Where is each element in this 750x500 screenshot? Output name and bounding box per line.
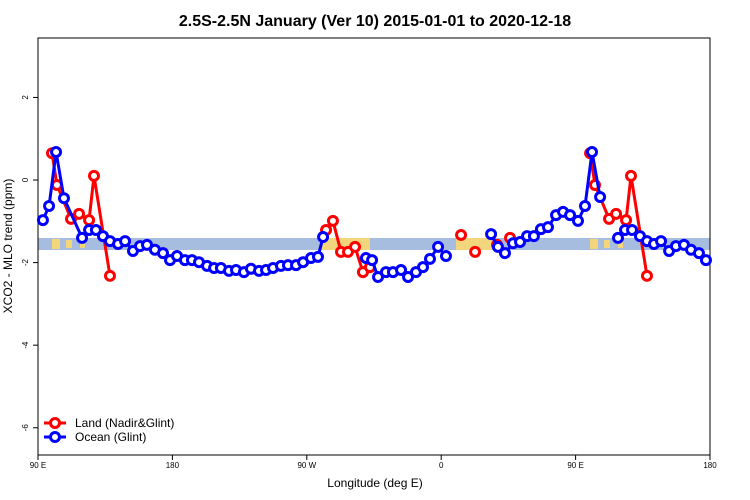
point [439,249,452,262]
point [76,231,89,244]
y-tick-label: 2 [21,95,30,100]
point [156,247,169,260]
legend-label: Ocean (Glint) [75,430,146,444]
legend-marker [49,431,61,443]
point [491,240,504,253]
point [424,252,436,265]
point [455,228,468,241]
x-tick-label: 90 E [30,461,46,470]
point [692,247,705,260]
point [317,231,330,244]
point [36,214,49,227]
point [432,240,445,253]
x-tick-label: 90 E [567,461,583,470]
point [625,169,638,182]
y-tick-label: -4 [21,341,30,349]
legend-marker [49,417,61,429]
point [612,231,625,244]
point [103,269,116,282]
plot-frame [37,37,711,456]
point [626,223,639,236]
point [83,214,96,227]
chart-title: 2.5S-2.5N January (Ver 10) 2015-01-01 to… [179,13,571,30]
y-tick-label: -6 [21,424,30,432]
point [564,209,577,222]
y-tick-label: -2 [21,259,30,267]
x-tick-label: 90 W [297,461,316,470]
point [366,254,379,267]
point [416,261,429,274]
y-tick-label: 0 [21,177,30,182]
point [485,228,498,241]
point [57,192,70,205]
point [579,200,592,213]
point [527,230,540,243]
point [50,145,63,158]
x-tick-label: 0 [439,461,444,470]
x-axis-label: Longitude (deg E) [327,476,422,490]
point [73,207,86,220]
point [349,240,362,253]
point [43,200,56,213]
point [655,235,668,248]
point [699,254,712,267]
point [395,264,408,277]
point [402,271,415,284]
point [586,145,599,158]
land-mask-strip [38,238,710,250]
point [372,271,385,284]
point [594,190,607,203]
point [498,247,511,260]
point [88,169,100,182]
point [326,214,339,227]
point [312,250,324,263]
x-tick-label: 180 [166,461,180,470]
point [119,235,132,248]
y-axis-label: XCO2 - MLO trend (ppm) [1,179,15,314]
point [571,214,584,227]
point [469,245,482,258]
x-tick-label: 180 [703,461,717,470]
point [610,207,623,220]
point [541,221,554,234]
point [620,214,633,227]
point [141,238,154,251]
point [89,223,102,236]
legend-label: Land (Nadir&Glint) [75,416,174,430]
point [640,269,653,282]
